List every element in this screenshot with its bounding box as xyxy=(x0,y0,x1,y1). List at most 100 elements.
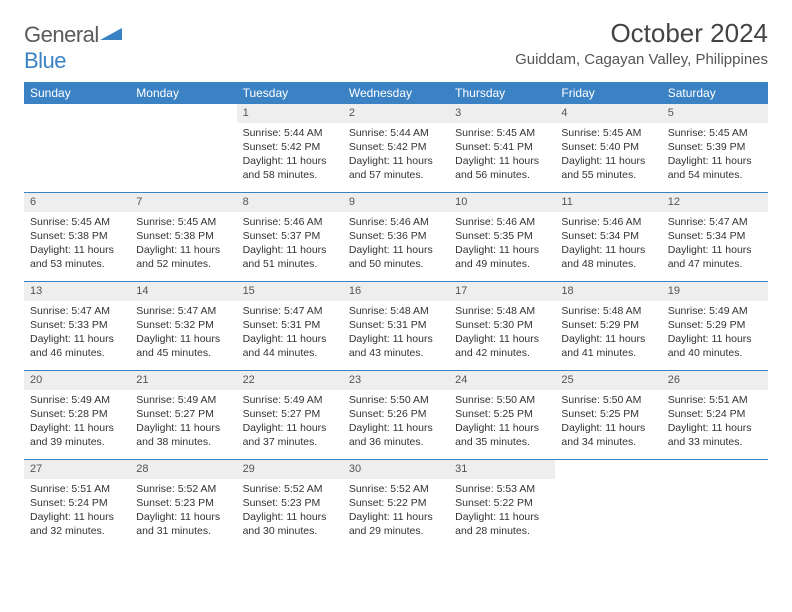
day-number: 12 xyxy=(662,193,768,212)
sunset-line: Sunset: 5:33 PM xyxy=(30,318,124,332)
sunrise-line: Sunrise: 5:45 AM xyxy=(136,215,230,229)
day-number: 4 xyxy=(555,104,661,123)
day-number: 27 xyxy=(24,460,130,479)
sunset-line: Sunset: 5:38 PM xyxy=(136,229,230,243)
daylight-line: Daylight: 11 hours and 53 minutes. xyxy=(30,243,124,271)
day-number: 6 xyxy=(24,193,130,212)
day-details: Sunrise: 5:45 AMSunset: 5:38 PMDaylight:… xyxy=(130,212,236,278)
day-details: Sunrise: 5:51 AMSunset: 5:24 PMDaylight:… xyxy=(24,479,130,545)
sunrise-line: Sunrise: 5:51 AM xyxy=(668,393,762,407)
sunset-line: Sunset: 5:31 PM xyxy=(349,318,443,332)
calendar-day-cell xyxy=(24,104,130,192)
day-details: Sunrise: 5:52 AMSunset: 5:23 PMDaylight:… xyxy=(130,479,236,545)
day-number: 24 xyxy=(449,371,555,390)
day-number: 13 xyxy=(24,282,130,301)
calendar-day-cell: 20Sunrise: 5:49 AMSunset: 5:28 PMDayligh… xyxy=(24,371,130,459)
day-number: 11 xyxy=(555,193,661,212)
daylight-line: Daylight: 11 hours and 42 minutes. xyxy=(455,332,549,360)
sunrise-line: Sunrise: 5:50 AM xyxy=(561,393,655,407)
sunset-line: Sunset: 5:30 PM xyxy=(455,318,549,332)
sunrise-line: Sunrise: 5:49 AM xyxy=(243,393,337,407)
sunset-line: Sunset: 5:24 PM xyxy=(668,407,762,421)
day-details: Sunrise: 5:53 AMSunset: 5:22 PMDaylight:… xyxy=(449,479,555,545)
daylight-line: Daylight: 11 hours and 55 minutes. xyxy=(561,154,655,182)
day-details: Sunrise: 5:52 AMSunset: 5:23 PMDaylight:… xyxy=(237,479,343,545)
sunrise-line: Sunrise: 5:46 AM xyxy=(349,215,443,229)
calendar-week-row: 1Sunrise: 5:44 AMSunset: 5:42 PMDaylight… xyxy=(24,104,768,192)
calendar-day-cell: 28Sunrise: 5:52 AMSunset: 5:23 PMDayligh… xyxy=(130,460,236,548)
day-number: 15 xyxy=(237,282,343,301)
daylight-line: Daylight: 11 hours and 31 minutes. xyxy=(136,510,230,538)
calendar-day-cell: 30Sunrise: 5:52 AMSunset: 5:22 PMDayligh… xyxy=(343,460,449,548)
calendar-day-cell: 23Sunrise: 5:50 AMSunset: 5:26 PMDayligh… xyxy=(343,371,449,459)
daylight-line: Daylight: 11 hours and 29 minutes. xyxy=(349,510,443,538)
weekday-label: Saturday xyxy=(662,82,768,104)
daylight-line: Daylight: 11 hours and 52 minutes. xyxy=(136,243,230,271)
day-details: Sunrise: 5:49 AMSunset: 5:27 PMDaylight:… xyxy=(130,390,236,456)
day-details: Sunrise: 5:50 AMSunset: 5:25 PMDaylight:… xyxy=(449,390,555,456)
sunrise-line: Sunrise: 5:44 AM xyxy=(349,126,443,140)
calendar-day-cell: 19Sunrise: 5:49 AMSunset: 5:29 PMDayligh… xyxy=(662,282,768,370)
day-number: 23 xyxy=(343,371,449,390)
day-number: 25 xyxy=(555,371,661,390)
day-details: Sunrise: 5:44 AMSunset: 5:42 PMDaylight:… xyxy=(343,123,449,189)
sunset-line: Sunset: 5:27 PM xyxy=(136,407,230,421)
calendar-day-cell: 11Sunrise: 5:46 AMSunset: 5:34 PMDayligh… xyxy=(555,193,661,281)
calendar-day-cell: 1Sunrise: 5:44 AMSunset: 5:42 PMDaylight… xyxy=(237,104,343,192)
weekday-label: Thursday xyxy=(449,82,555,104)
day-number: 20 xyxy=(24,371,130,390)
day-details: Sunrise: 5:51 AMSunset: 5:24 PMDaylight:… xyxy=(662,390,768,456)
sunrise-line: Sunrise: 5:45 AM xyxy=(668,126,762,140)
calendar-day-cell: 26Sunrise: 5:51 AMSunset: 5:24 PMDayligh… xyxy=(662,371,768,459)
sunrise-line: Sunrise: 5:44 AM xyxy=(243,126,337,140)
day-details: Sunrise: 5:46 AMSunset: 5:37 PMDaylight:… xyxy=(237,212,343,278)
calendar-day-cell xyxy=(662,460,768,548)
daylight-line: Daylight: 11 hours and 56 minutes. xyxy=(455,154,549,182)
calendar-day-cell: 9Sunrise: 5:46 AMSunset: 5:36 PMDaylight… xyxy=(343,193,449,281)
day-details: Sunrise: 5:48 AMSunset: 5:31 PMDaylight:… xyxy=(343,301,449,367)
page-header: GeneralBlue October 2024 Guiddam, Cagaya… xyxy=(24,18,768,74)
daylight-line: Daylight: 11 hours and 35 minutes. xyxy=(455,421,549,449)
sunset-line: Sunset: 5:26 PM xyxy=(349,407,443,421)
calendar-day-cell: 16Sunrise: 5:48 AMSunset: 5:31 PMDayligh… xyxy=(343,282,449,370)
sunset-line: Sunset: 5:25 PM xyxy=(561,407,655,421)
daylight-line: Daylight: 11 hours and 44 minutes. xyxy=(243,332,337,360)
sunrise-line: Sunrise: 5:49 AM xyxy=(136,393,230,407)
day-details: Sunrise: 5:47 AMSunset: 5:33 PMDaylight:… xyxy=(24,301,130,367)
day-details: Sunrise: 5:46 AMSunset: 5:34 PMDaylight:… xyxy=(555,212,661,278)
sunrise-line: Sunrise: 5:46 AM xyxy=(243,215,337,229)
sunset-line: Sunset: 5:34 PM xyxy=(561,229,655,243)
calendar-day-cell: 4Sunrise: 5:45 AMSunset: 5:40 PMDaylight… xyxy=(555,104,661,192)
day-number: 26 xyxy=(662,371,768,390)
day-number: 28 xyxy=(130,460,236,479)
sunrise-line: Sunrise: 5:47 AM xyxy=(668,215,762,229)
sunset-line: Sunset: 5:29 PM xyxy=(668,318,762,332)
day-number: 18 xyxy=(555,282,661,301)
daylight-line: Daylight: 11 hours and 43 minutes. xyxy=(349,332,443,360)
daylight-line: Daylight: 11 hours and 40 minutes. xyxy=(668,332,762,360)
sunset-line: Sunset: 5:40 PM xyxy=(561,140,655,154)
sunset-line: Sunset: 5:28 PM xyxy=(30,407,124,421)
weekday-label: Sunday xyxy=(24,82,130,104)
day-number: 16 xyxy=(343,282,449,301)
weekday-header-row: Sunday Monday Tuesday Wednesday Thursday… xyxy=(24,82,768,104)
sunrise-line: Sunrise: 5:46 AM xyxy=(455,215,549,229)
day-details: Sunrise: 5:48 AMSunset: 5:29 PMDaylight:… xyxy=(555,301,661,367)
calendar-week-row: 6Sunrise: 5:45 AMSunset: 5:38 PMDaylight… xyxy=(24,192,768,281)
weekday-label: Tuesday xyxy=(237,82,343,104)
sunset-line: Sunset: 5:37 PM xyxy=(243,229,337,243)
day-details: Sunrise: 5:45 AMSunset: 5:41 PMDaylight:… xyxy=(449,123,555,189)
day-number: 10 xyxy=(449,193,555,212)
brand-triangle-icon xyxy=(100,22,122,48)
month-title: October 2024 xyxy=(515,18,768,49)
calendar-day-cell: 10Sunrise: 5:46 AMSunset: 5:35 PMDayligh… xyxy=(449,193,555,281)
calendar-day-cell: 5Sunrise: 5:45 AMSunset: 5:39 PMDaylight… xyxy=(662,104,768,192)
calendar-day-cell: 22Sunrise: 5:49 AMSunset: 5:27 PMDayligh… xyxy=(237,371,343,459)
daylight-line: Daylight: 11 hours and 28 minutes. xyxy=(455,510,549,538)
calendar-day-cell: 31Sunrise: 5:53 AMSunset: 5:22 PMDayligh… xyxy=(449,460,555,548)
day-number: 31 xyxy=(449,460,555,479)
day-details: Sunrise: 5:46 AMSunset: 5:36 PMDaylight:… xyxy=(343,212,449,278)
day-details: Sunrise: 5:46 AMSunset: 5:35 PMDaylight:… xyxy=(449,212,555,278)
calendar-day-cell: 21Sunrise: 5:49 AMSunset: 5:27 PMDayligh… xyxy=(130,371,236,459)
sunset-line: Sunset: 5:42 PM xyxy=(349,140,443,154)
